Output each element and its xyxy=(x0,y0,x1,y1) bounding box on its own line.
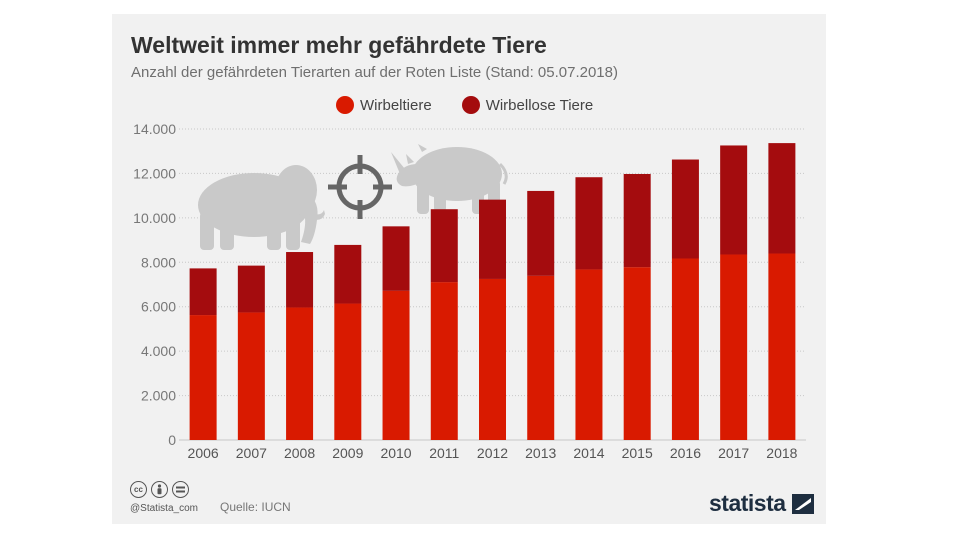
y-tick-label: 4.000 xyxy=(141,343,176,359)
y-tick-label: 2.000 xyxy=(141,388,176,404)
x-axis-ticks: 2006 2007 2008 2009 2010 2011 2012 2013 2014 2015… xyxy=(188,445,798,461)
bar-wirbeltiere xyxy=(527,275,555,440)
bar-wirbellose xyxy=(430,209,458,283)
cc-icon: cc xyxy=(130,481,147,498)
by-icon xyxy=(151,481,168,498)
legend-swatch-wirbeltiere xyxy=(336,96,354,114)
bar-wirbellose xyxy=(671,159,699,259)
x-tick-label: 2015 xyxy=(622,445,653,461)
chart-subtitle: Anzahl der gefährdeten Tierarten auf der… xyxy=(131,64,618,81)
x-tick-label: 2011 xyxy=(429,445,459,461)
x-tick-label: 2008 xyxy=(284,445,315,461)
chart-title: Weltweit immer mehr gefährdete Tiere xyxy=(131,32,547,58)
y-tick-label: 12.000 xyxy=(133,165,176,181)
bar-wirbeltiere xyxy=(286,307,314,440)
y-tick-label: 14.000 xyxy=(133,121,176,137)
y-tick-label: 8.000 xyxy=(141,254,176,270)
bar-wirbeltiere xyxy=(382,290,410,440)
x-tick-label: 2012 xyxy=(477,445,508,461)
bar-wirbeltiere xyxy=(479,278,506,440)
legend-item-wirbeltiere: Wirbeltiere xyxy=(336,96,432,114)
bar-wirbellose xyxy=(286,252,314,308)
statista-handle: @Statista_com xyxy=(130,503,198,514)
bar-wirbellose xyxy=(768,143,796,254)
statista-logo-text: statista xyxy=(709,490,786,516)
y-axis-ticks: 0 2.000 4.000 6.000 8.000 10.000 12.000 14.000 xyxy=(133,121,176,448)
bar-wirbellose xyxy=(575,177,603,270)
chart-canvas: 0 2.000 4.000 6.000 8.000 10.000 12.000 14.000 xyxy=(133,121,806,461)
rhino-icon xyxy=(391,144,508,214)
x-tick-label: 2006 xyxy=(188,445,219,461)
bar-wirbeltiere xyxy=(671,258,699,440)
nd-icon xyxy=(172,481,189,498)
source-note: Quelle: IUCN xyxy=(220,500,291,514)
bar-wirbellose xyxy=(237,265,265,313)
x-tick-label: 2007 xyxy=(236,445,267,461)
bar-wirbeltiere xyxy=(768,253,796,440)
x-tick-label: 2016 xyxy=(670,445,701,461)
license-icons: cc xyxy=(130,481,189,498)
statista-logo: statista xyxy=(709,490,814,517)
x-tick-label: 2017 xyxy=(718,445,749,461)
y-tick-label: 10.000 xyxy=(133,210,176,226)
y-tick-label: 0 xyxy=(168,432,176,448)
statista-logo-icon xyxy=(791,493,814,514)
legend: Wirbeltiere Wirbellose Tiere xyxy=(336,95,593,115)
x-tick-label: 2010 xyxy=(380,445,411,461)
crosshair-icon xyxy=(328,155,392,219)
bar-wirbeltiere xyxy=(237,312,265,440)
x-tick-label: 2014 xyxy=(573,445,604,461)
chart-card: Weltweit immer mehr gefährdete Tiere Anz… xyxy=(112,14,826,524)
bar-wirbellose xyxy=(623,173,651,268)
legend-item-wirbellose: Wirbellose Tiere xyxy=(461,96,594,114)
bar-wirbeltiere xyxy=(189,315,217,440)
bar-wirbeltiere xyxy=(575,269,603,440)
bar-wirbeltiere xyxy=(623,267,651,440)
bar-wirbellose xyxy=(189,268,217,316)
bar-wirbeltiere xyxy=(334,303,362,440)
y-tick-label: 6.000 xyxy=(141,299,176,315)
legend-label-wirbellose: Wirbellose Tiere xyxy=(485,96,594,114)
legend-label-wirbeltiere: Wirbeltiere xyxy=(360,96,432,114)
bar-wirbeltiere xyxy=(720,254,748,440)
bar-wirbeltiere xyxy=(430,282,458,440)
elephant-icon xyxy=(198,165,325,250)
x-tick-label: 2013 xyxy=(525,445,556,461)
bar-wirbellose xyxy=(720,145,748,255)
legend-swatch-wirbellose xyxy=(461,96,480,114)
bar-wirbellose xyxy=(527,190,555,276)
x-tick-label: 2009 xyxy=(332,445,363,461)
bars xyxy=(189,143,796,440)
bar-wirbellose xyxy=(334,244,362,304)
x-tick-label: 2018 xyxy=(766,445,797,461)
bar-wirbellose xyxy=(382,226,410,291)
bar-wirbellose xyxy=(479,199,506,279)
